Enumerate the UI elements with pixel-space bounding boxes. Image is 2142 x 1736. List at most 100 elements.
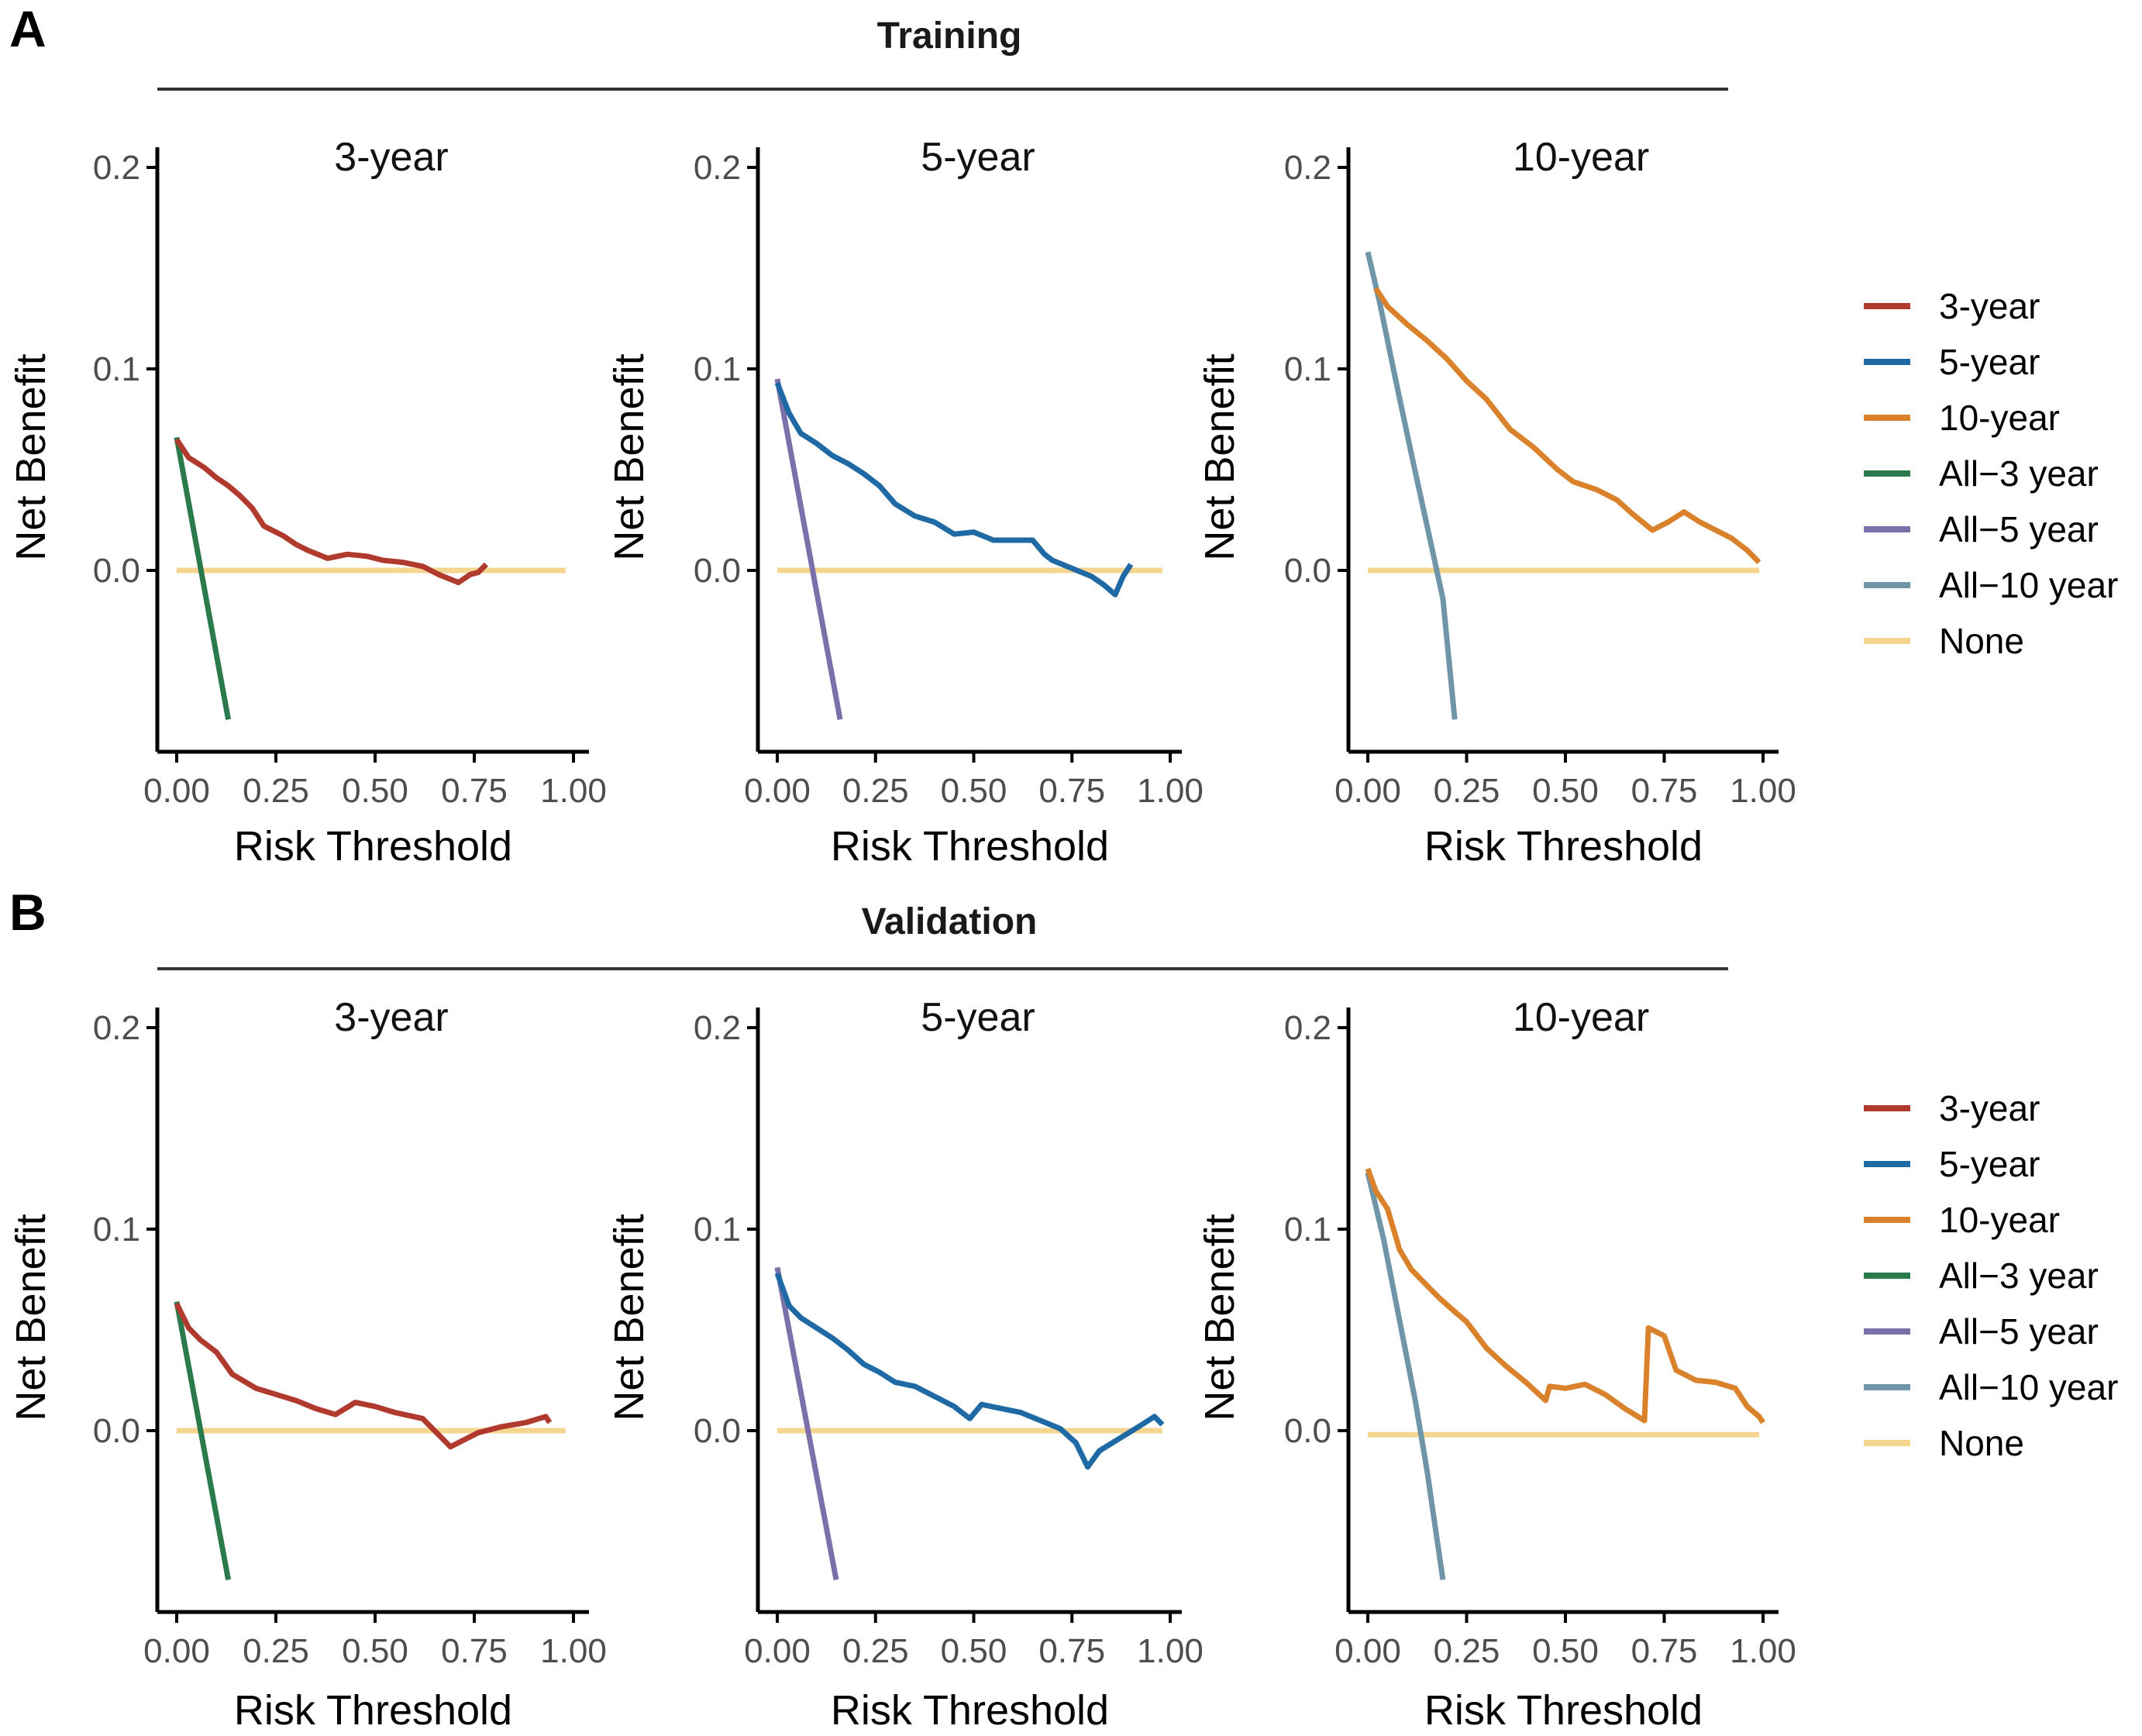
series-line-all3 [174, 1300, 232, 1581]
panel-letter: A [9, 0, 46, 57]
legend: 3-year 5-year 10-year All−3 year All−5 year A… [1864, 286, 2118, 661]
x-tick-label: 1.00 [1730, 772, 1796, 810]
panel-title: 3-year [334, 995, 448, 1040]
y-tick-label: 0.0 [694, 1412, 741, 1450]
x-tick-label: 0.75 [1038, 772, 1105, 810]
x-tick-label: 0.50 [1532, 1632, 1599, 1670]
panel-title: 10-year [1513, 135, 1649, 180]
series-line-all10 [1365, 1172, 1446, 1580]
x-axis-label: Risk Threshold [831, 823, 1109, 870]
legend-label: All−5 year [1939, 509, 2099, 549]
y-tick-label: 0.2 [1284, 1009, 1331, 1047]
series-line-y10 [1365, 1167, 1765, 1424]
x-tick-label: 0.25 [842, 1632, 909, 1670]
plot-5-year: 0.00 0.25 0.50 0.75 1.00 0.0 0.1 0.2 5-year Risk … [606, 995, 1204, 1734]
panel-title: 5-year [921, 135, 1035, 180]
x-tick-label: 0.75 [441, 1632, 508, 1670]
x-axis-label: Risk Threshold [1424, 1687, 1703, 1734]
y-tick-label: 0.1 [694, 1211, 741, 1249]
legend-label: None [1939, 621, 2024, 661]
y-tick-label: 0.2 [694, 1009, 741, 1047]
plot-10-year: 0.00 0.25 0.50 0.75 1.00 0.0 0.1 0.2 10-year Risk… [1197, 135, 1796, 870]
legend-label: 3-year [1939, 286, 2040, 326]
x-tick-label: 0.50 [342, 772, 408, 810]
series-line-all5 [774, 378, 843, 721]
x-tick-label: 1.00 [1137, 1632, 1204, 1670]
y-tick-label: 0.2 [1284, 149, 1331, 187]
x-tick-label: 0.25 [243, 772, 309, 810]
legend-label: All−10 year [1939, 1367, 2118, 1407]
x-tick-label: 0.25 [1434, 1632, 1500, 1670]
y-tick-label: 0.0 [694, 552, 741, 590]
y-tick-label: 0.1 [1284, 1211, 1331, 1249]
legend-label: 10-year [1939, 398, 2060, 438]
panel-title: 5-year [921, 995, 1035, 1040]
y-tick-label: 0.2 [694, 149, 741, 187]
y-tick-label: 0.0 [1284, 552, 1331, 590]
x-tick-label: 0.75 [441, 772, 508, 810]
x-tick-label: 0.00 [143, 772, 210, 810]
series-line-y5 [774, 381, 1134, 598]
x-tick-label: 0.50 [941, 1632, 1007, 1670]
series-line-y3 [174, 1302, 553, 1450]
legend-label: 5-year [1939, 342, 2040, 382]
row-validation: B Validation 0.00 0.25 0.50 0.75 1.00 0.0 0.1 0.2… [8, 884, 2118, 1734]
row-training: A Training 0.00 0.25 0.50 0.75 1.00 0.0 0.1 0.2 3-… [8, 0, 2118, 870]
legend-label: All−10 year [1939, 565, 2118, 605]
x-tick-label: 1.00 [1137, 772, 1204, 810]
series-line-all3 [174, 436, 232, 721]
y-axis-label: Net Benefit [1197, 353, 1243, 560]
legend-label: 5-year [1939, 1144, 2040, 1184]
y-axis-label: Net Benefit [8, 1214, 54, 1421]
x-tick-label: 1.00 [1730, 1632, 1796, 1670]
x-tick-label: 0.25 [1434, 772, 1500, 810]
y-tick-label: 0.0 [93, 552, 140, 590]
series-line-all10 [1365, 251, 1458, 720]
series-line-y3 [174, 438, 488, 586]
legend-label: None [1939, 1423, 2024, 1463]
legend-label: 3-year [1939, 1088, 2040, 1128]
plot-10-year: 0.00 0.25 0.50 0.75 1.00 0.0 0.1 0.2 10-year Risk… [1197, 995, 1796, 1734]
x-axis-label: Risk Threshold [831, 1687, 1109, 1734]
y-tick-label: 0.1 [1284, 350, 1331, 388]
legend-label: All−3 year [1939, 453, 2099, 494]
y-axis-label: Net Benefit [606, 353, 653, 560]
x-axis-label: Risk Threshold [234, 823, 512, 870]
panel-title: 10-year [1513, 995, 1649, 1040]
x-tick-label: 0.25 [842, 772, 909, 810]
y-tick-label: 0.2 [93, 149, 140, 187]
legend-label: 10-year [1939, 1200, 2060, 1240]
x-tick-label: 1.00 [540, 1632, 607, 1670]
panel-letter: B [9, 884, 46, 941]
plot-3-year: 0.00 0.25 0.50 0.75 1.00 0.0 0.1 0.2 3-year Risk … [8, 135, 607, 870]
x-tick-label: 0.75 [1631, 772, 1698, 810]
x-tick-label: 0.00 [143, 1632, 210, 1670]
x-tick-label: 0.00 [744, 1632, 811, 1670]
series-line-y5 [774, 1272, 1165, 1470]
panel-title: 3-year [334, 135, 448, 180]
x-tick-label: 0.25 [243, 1632, 309, 1670]
x-tick-label: 0.00 [1334, 772, 1401, 810]
x-tick-label: 1.00 [540, 772, 607, 810]
legend-label: All−3 year [1939, 1256, 2099, 1296]
y-tick-label: 0.1 [694, 350, 741, 388]
group-title: Training [877, 16, 1022, 57]
y-axis-label: Net Benefit [8, 353, 54, 560]
y-tick-label: 0.0 [93, 1412, 140, 1450]
group-title: Validation [862, 901, 1038, 942]
y-tick-label: 0.1 [93, 350, 140, 388]
series-line-all5 [774, 1266, 839, 1581]
y-axis-label: Net Benefit [606, 1214, 653, 1421]
x-tick-label: 0.00 [744, 772, 811, 810]
y-axis-label: Net Benefit [1197, 1214, 1243, 1421]
x-tick-label: 0.50 [342, 1632, 408, 1670]
y-tick-label: 0.0 [1284, 1412, 1331, 1450]
plot-3-year: 0.00 0.25 0.50 0.75 1.00 0.0 0.1 0.2 3-year Risk … [8, 995, 607, 1734]
legend: 3-year 5-year 10-year All−3 year All−5 year A… [1864, 1088, 2118, 1463]
x-tick-label: 0.75 [1038, 1632, 1105, 1670]
series-line-y10 [1373, 287, 1761, 565]
x-tick-label: 0.75 [1631, 1632, 1698, 1670]
y-tick-label: 0.1 [93, 1211, 140, 1249]
legend-label: All−5 year [1939, 1311, 2099, 1352]
